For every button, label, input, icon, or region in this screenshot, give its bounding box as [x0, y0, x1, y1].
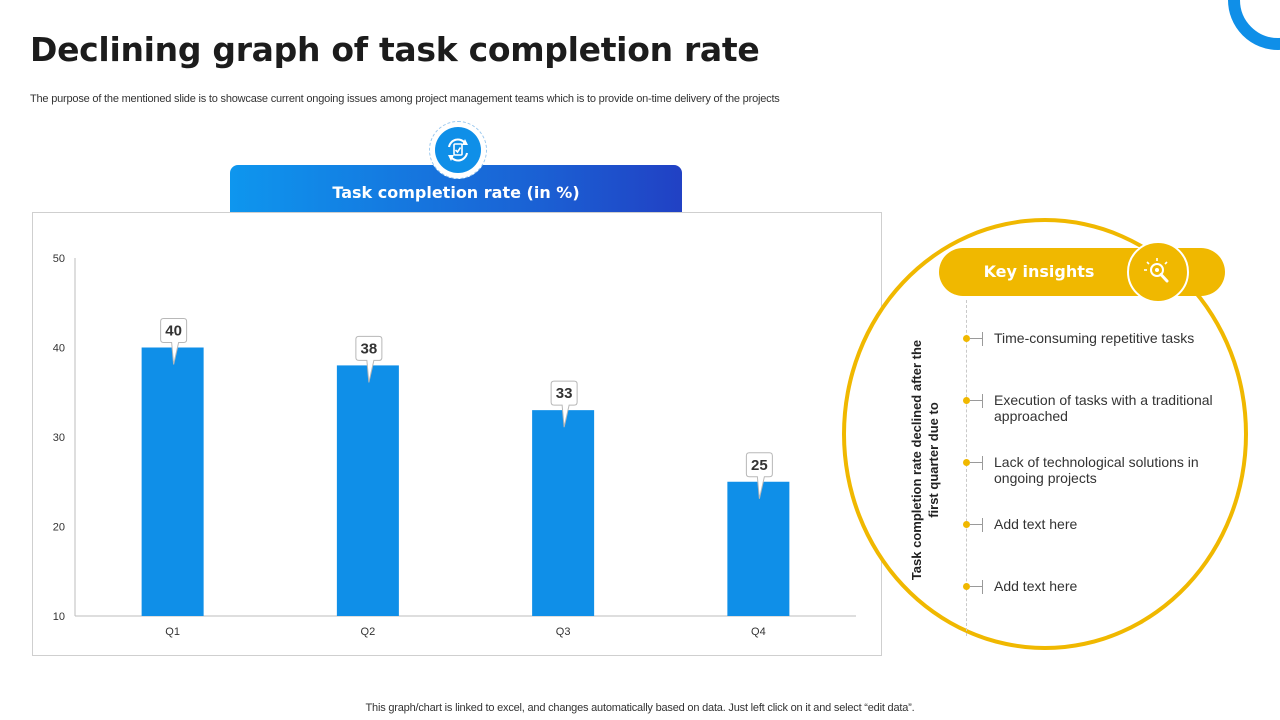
- bar: [336, 365, 399, 616]
- data-label: 38: [361, 340, 378, 357]
- data-label: 40: [165, 323, 182, 340]
- corner-decoration-arc: [1228, 0, 1280, 50]
- bullet-dot-icon: [963, 583, 970, 590]
- key-insights-label: Key insights: [983, 262, 1095, 281]
- data-label-callout: [355, 335, 383, 383]
- y-tick-label: 20: [53, 522, 65, 534]
- bar-chart: 10 20 30 40 50 Q1 40 Q2 38 Q3 33 Q4 25: [32, 212, 882, 656]
- y-tick-label: 10: [53, 611, 65, 623]
- insight-text: Execution of tasks with a traditional ap…: [994, 392, 1213, 424]
- page-title: Declining graph of task completion rate: [30, 30, 760, 69]
- bar-chart-svg: 10 20 30 40 50 Q1 40 Q2 38 Q3 33 Q4 25: [53, 253, 856, 638]
- data-label-callout: [160, 318, 188, 365]
- y-tick-label: 50: [53, 253, 65, 265]
- data-label-callout: [745, 452, 773, 499]
- bullet-dot-icon: [963, 459, 970, 466]
- insights-timeline: [966, 300, 967, 636]
- insight-text: Add text here: [994, 516, 1078, 532]
- insights-vertical-caption: Task completion rate declined after the …: [909, 339, 941, 581]
- insight-text: Time-consuming repetitive tasks: [994, 330, 1195, 346]
- y-tick-label: 40: [53, 343, 65, 355]
- task-cycle-icon: [429, 121, 487, 179]
- data-label: 25: [751, 457, 768, 474]
- bullet-dot-icon: [963, 397, 970, 404]
- bullet-dot-icon: [963, 521, 970, 528]
- x-tick-label: Q1: [165, 626, 180, 638]
- bar: [141, 347, 204, 616]
- insight-text: Add text here: [994, 578, 1078, 594]
- bar: [532, 410, 595, 616]
- footer-note: This graph/chart is linked to excel, and…: [365, 702, 915, 714]
- bar: [727, 481, 790, 616]
- insight-text: Lack of technological solutions in ongoi…: [994, 454, 1199, 486]
- y-tick-label: 30: [53, 432, 65, 444]
- page-subtitle: The purpose of the mentioned slide is to…: [30, 93, 780, 105]
- lightbulb-magnifier-icon: [1127, 241, 1189, 303]
- x-tick-label: Q2: [361, 626, 376, 638]
- data-label-callout: [550, 380, 578, 428]
- bullet-dot-icon: [963, 335, 970, 342]
- data-label: 33: [556, 385, 573, 402]
- x-tick-label: Q3: [556, 626, 571, 638]
- x-tick-label: Q4: [751, 626, 766, 638]
